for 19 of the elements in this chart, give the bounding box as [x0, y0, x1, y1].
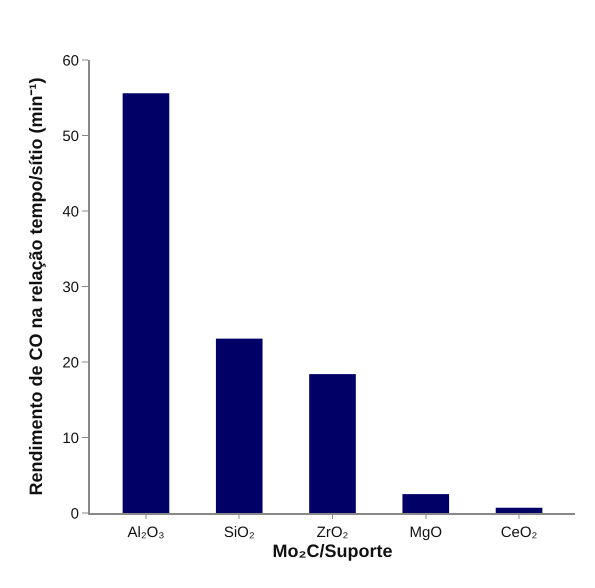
y-tick-label: 0 — [70, 505, 79, 522]
y-tick-label: 30 — [62, 278, 79, 296]
bar — [216, 338, 263, 513]
x-tick-label: CeO₂ — [500, 524, 538, 541]
bar — [402, 494, 450, 513]
y-axis-title: Rendimento de CO na relação tempo/sítio (min⁻¹) — [26, 77, 46, 496]
bar — [122, 93, 170, 513]
x-tick-label: MgO — [410, 524, 442, 541]
y-tick-label: 20 — [62, 354, 79, 372]
x-tick-label: ZrO₂ — [316, 524, 348, 541]
x-tick-label: SiO₂ — [224, 524, 255, 541]
y-tick-label: 60 — [62, 52, 79, 70]
y-tick-label: 50 — [62, 128, 79, 145]
y-tick-label: 10 — [62, 430, 79, 447]
x-axis-title: Mo₂C/Suporte — [272, 541, 392, 561]
y-tick-label: 40 — [62, 203, 79, 220]
bar — [309, 374, 356, 513]
bar — [496, 508, 542, 513]
x-tick-label: Al₂O₃ — [127, 524, 164, 541]
